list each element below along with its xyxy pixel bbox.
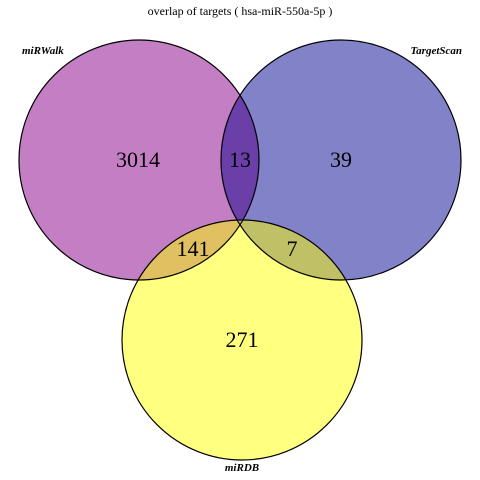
mirwalk-mirdb-count: 141 xyxy=(177,236,210,261)
targetscan-only-count: 39 xyxy=(330,147,352,172)
mirwalk-label: miRWalk xyxy=(22,45,64,57)
targetscan-outline xyxy=(220,39,462,281)
mirdb-outline xyxy=(121,219,363,461)
mirwalk-only-count: 3014 xyxy=(116,147,160,172)
mirwalk-targetscan-count: 13 xyxy=(229,147,251,172)
mirwalk-circle xyxy=(19,40,259,280)
diagram-title: overlap of targets ( hsa-miR-550a-5p ) xyxy=(148,4,333,18)
mirdb-label: miRDB xyxy=(225,462,259,474)
targetscan-label: TargetScan xyxy=(410,45,462,57)
mirdb-only-count: 271 xyxy=(226,327,259,352)
mirwalk-outline xyxy=(18,39,260,281)
mirdb-circle xyxy=(122,220,362,460)
targetscan-mirdb-count: 7 xyxy=(287,236,298,261)
targetscan-circle xyxy=(221,40,461,280)
